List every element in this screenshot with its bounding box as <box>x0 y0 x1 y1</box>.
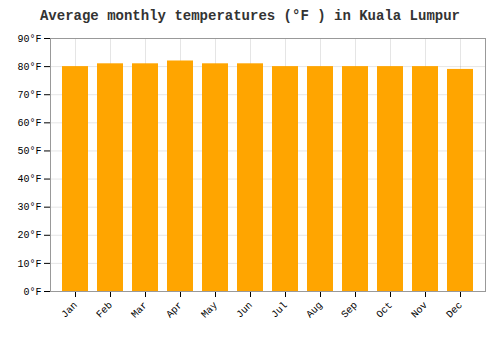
svg-text:Jun: Jun <box>234 300 255 321</box>
svg-text:70°F: 70°F <box>17 90 41 101</box>
svg-text:40°F: 40°F <box>17 174 41 185</box>
svg-text:0°F: 0°F <box>23 287 41 298</box>
svg-text:30°F: 30°F <box>17 202 41 213</box>
svg-text:90°F: 90°F <box>17 34 41 45</box>
svg-text:60°F: 60°F <box>17 118 41 129</box>
svg-text:Dec: Dec <box>444 300 465 321</box>
svg-text:Sep: Sep <box>339 300 360 321</box>
svg-text:Jan: Jan <box>59 300 80 321</box>
svg-text:Oct: Oct <box>374 300 395 321</box>
svg-text:50°F: 50°F <box>17 146 41 157</box>
svg-text:May: May <box>199 300 220 321</box>
svg-text:Nov: Nov <box>409 300 430 321</box>
svg-text:Feb: Feb <box>94 300 115 321</box>
svg-text:20°F: 20°F <box>17 230 41 241</box>
svg-text:80°F: 80°F <box>17 62 41 73</box>
svg-text:Aug: Aug <box>304 300 325 321</box>
svg-text:Jul: Jul <box>269 300 290 321</box>
svg-text:Apr: Apr <box>164 300 185 321</box>
svg-text:10°F: 10°F <box>17 259 41 270</box>
html-text:Average monthly temperatures (: Average monthly temperatures (°F ) in Ku… <box>40 8 460 24</box>
svg-text:Mar: Mar <box>129 300 150 321</box>
